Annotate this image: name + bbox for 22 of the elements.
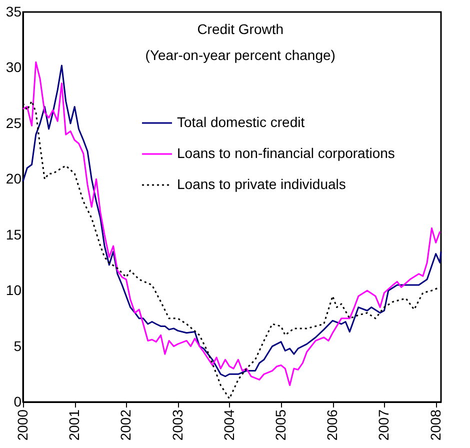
x-tick-label: 2006 [324, 409, 340, 441]
y-tick-label: 35 [6, 4, 22, 20]
y-tick-label: 0 [14, 394, 22, 410]
text: (Year-on-year percent change) [145, 47, 336, 63]
y-tick-label: 30 [6, 59, 22, 76]
x-tick-label: 2001 [66, 409, 82, 441]
legend-label: Loans to non-financial corporations [177, 145, 395, 161]
y-tick-label: 5 [14, 338, 22, 354]
x-tick-label: 2007 [376, 409, 392, 441]
y-tick-label: 15 [6, 226, 22, 242]
y-tick-label: 25 [6, 114, 22, 131]
legend-label: Total domestic credit [177, 114, 305, 130]
x-tick-label: 2003 [169, 409, 186, 441]
x-tick-label: 2004 [220, 409, 237, 441]
x-tick-label: 2005 [272, 409, 289, 441]
text: Credit Growth [197, 21, 284, 37]
x-tick-label: 2000 [14, 409, 30, 441]
legend-label: Loans to private individuals [177, 176, 346, 192]
y-tick-label: 20 [6, 170, 22, 187]
x-tick-label: 2002 [118, 409, 134, 441]
y-tick-label: 10 [6, 282, 22, 298]
x-tick-label: 2008 [427, 409, 444, 441]
